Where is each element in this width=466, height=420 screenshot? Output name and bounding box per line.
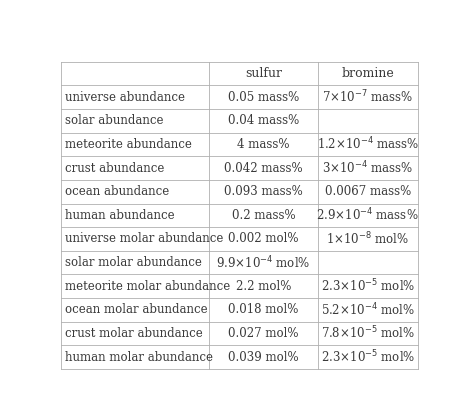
Text: 0.04 mass%: 0.04 mass% — [228, 114, 299, 127]
Text: 7.8×10$^{-5}$ mol%: 7.8×10$^{-5}$ mol% — [321, 325, 415, 342]
Text: solar molar abundance: solar molar abundance — [65, 256, 202, 269]
Text: 0.093 mass%: 0.093 mass% — [224, 185, 303, 198]
Text: human molar abundance: human molar abundance — [65, 351, 213, 364]
Text: 0.0067 mass%: 0.0067 mass% — [324, 185, 411, 198]
Text: 7×10$^{-7}$ mass%: 7×10$^{-7}$ mass% — [322, 89, 413, 105]
Text: bromine: bromine — [341, 67, 394, 80]
Text: universe molar abundance: universe molar abundance — [65, 232, 224, 245]
Text: 0.039 mol%: 0.039 mol% — [228, 351, 299, 364]
Text: 9.9×10$^{-4}$ mol%: 9.9×10$^{-4}$ mol% — [216, 254, 310, 271]
Text: 1.2×10$^{-4}$ mass%: 1.2×10$^{-4}$ mass% — [316, 136, 419, 153]
Text: 0.042 mass%: 0.042 mass% — [224, 162, 303, 175]
Text: crust abundance: crust abundance — [65, 162, 165, 175]
Text: ocean molar abundance: ocean molar abundance — [65, 303, 208, 316]
Text: 0.05 mass%: 0.05 mass% — [228, 91, 299, 104]
Text: solar abundance: solar abundance — [65, 114, 164, 127]
Text: 5.2×10$^{-4}$ mol%: 5.2×10$^{-4}$ mol% — [321, 302, 415, 318]
Text: ocean abundance: ocean abundance — [65, 185, 170, 198]
Text: 0.2 mass%: 0.2 mass% — [232, 209, 295, 222]
Text: 4 mass%: 4 mass% — [237, 138, 290, 151]
Text: universe abundance: universe abundance — [65, 91, 185, 104]
Text: 0.027 mol%: 0.027 mol% — [228, 327, 299, 340]
Text: crust molar abundance: crust molar abundance — [65, 327, 203, 340]
Text: meteorite molar abundance: meteorite molar abundance — [65, 280, 231, 293]
Text: human abundance: human abundance — [65, 209, 175, 222]
Text: 2.3×10$^{-5}$ mol%: 2.3×10$^{-5}$ mol% — [321, 278, 415, 294]
Text: 2.2 mol%: 2.2 mol% — [236, 280, 291, 293]
Text: 0.002 mol%: 0.002 mol% — [228, 232, 299, 245]
Text: 3×10$^{-4}$ mass%: 3×10$^{-4}$ mass% — [322, 160, 413, 176]
Text: 1×10$^{-8}$ mol%: 1×10$^{-8}$ mol% — [326, 231, 409, 247]
Text: meteorite abundance: meteorite abundance — [65, 138, 192, 151]
Text: 2.9×10$^{-4}$ mass%: 2.9×10$^{-4}$ mass% — [316, 207, 419, 223]
Text: 0.018 mol%: 0.018 mol% — [228, 303, 299, 316]
Text: sulfur: sulfur — [245, 67, 282, 80]
Text: 2.3×10$^{-5}$ mol%: 2.3×10$^{-5}$ mol% — [321, 349, 415, 365]
